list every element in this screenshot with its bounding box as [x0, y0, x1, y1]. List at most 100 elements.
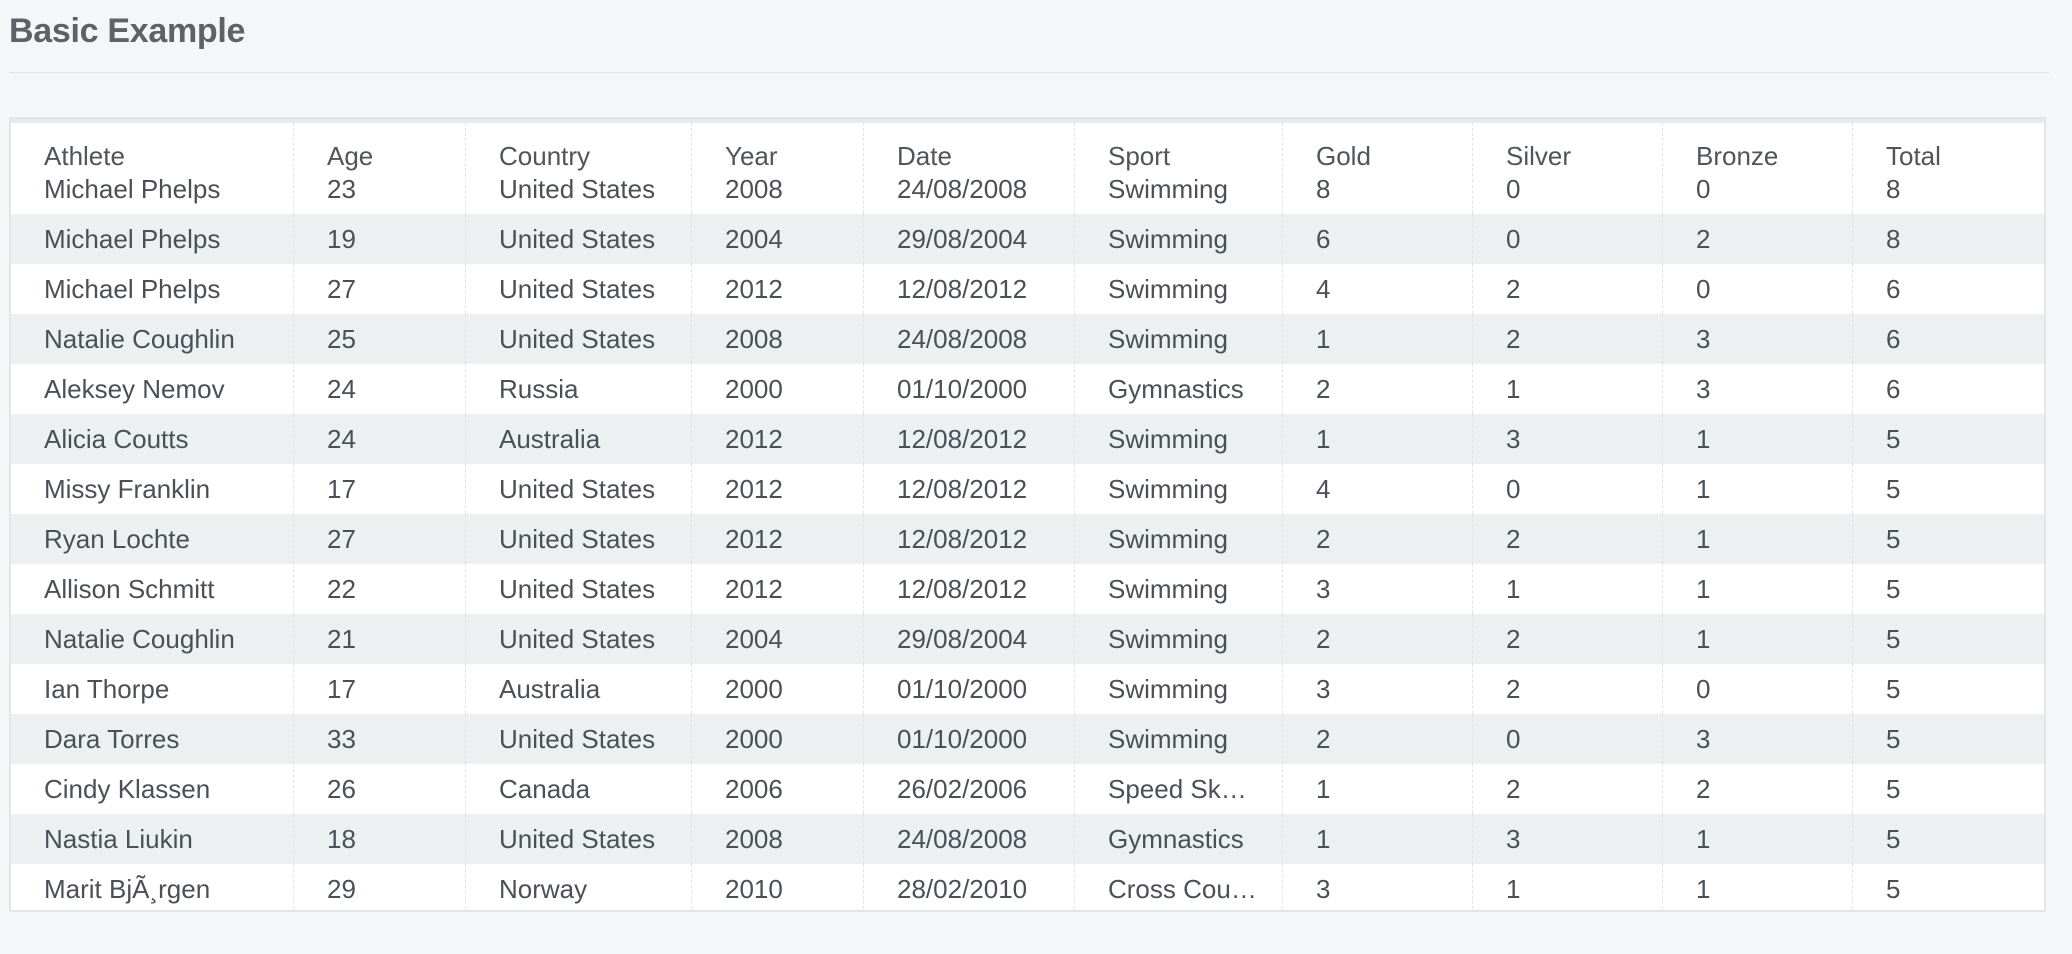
cell-gold[interactable]: 2 — [1283, 714, 1473, 764]
cell-sport[interactable]: Swimming — [1075, 314, 1283, 364]
cell-total[interactable]: 5 — [1853, 514, 2044, 564]
cell-year[interactable]: 2012 — [692, 464, 864, 514]
cell-sport[interactable]: Swimming — [1075, 714, 1283, 764]
column-header-date[interactable]: Date — [864, 123, 1075, 181]
cell-bronze[interactable]: 1 — [1663, 514, 1853, 564]
cell-date[interactable]: 24/08/2008 — [864, 177, 1075, 214]
cell-age[interactable]: 18 — [294, 814, 466, 864]
cell-silver[interactable]: 2 — [1473, 664, 1663, 714]
cell-year[interactable]: 2000 — [692, 664, 864, 714]
cell-date[interactable]: 24/08/2008 — [864, 314, 1075, 364]
cell-sport[interactable]: Swimming — [1075, 614, 1283, 664]
table-row[interactable]: Ian Thorpe 17 Australia 2000 01/10/2000 Swimm… — [11, 664, 2044, 714]
table-row[interactable]: Nastia Liukin 18 United States 2008 24/08/20… — [11, 814, 2044, 864]
table-row[interactable]: Allison Schmitt 22 United States 2012 12/08/… — [11, 564, 2044, 614]
cell-age[interactable]: 33 — [294, 714, 466, 764]
cell-age[interactable]: 21 — [294, 614, 466, 664]
cell-year[interactable]: 2010 — [692, 864, 864, 910]
cell-sport[interactable]: Swimming — [1075, 464, 1283, 514]
cell-date[interactable]: 01/10/2000 — [864, 664, 1075, 714]
cell-year[interactable]: 2008 — [692, 177, 864, 214]
cell-total[interactable]: 8 — [1853, 177, 2044, 214]
cell-sport[interactable]: Swimming — [1075, 514, 1283, 564]
cell-age[interactable]: 27 — [294, 514, 466, 564]
cell-sport[interactable]: Swimming — [1075, 414, 1283, 464]
cell-country[interactable]: United States — [466, 814, 692, 864]
cell-total[interactable]: 5 — [1853, 714, 2044, 764]
cell-bronze[interactable]: 2 — [1663, 764, 1853, 814]
cell-gold[interactable]: 1 — [1283, 414, 1473, 464]
cell-age[interactable]: 24 — [294, 364, 466, 414]
cell-country[interactable]: United States — [466, 614, 692, 664]
cell-bronze[interactable]: 1 — [1663, 814, 1853, 864]
cell-bronze[interactable]: 3 — [1663, 364, 1853, 414]
cell-date[interactable]: 29/08/2004 — [864, 214, 1075, 264]
cell-gold[interactable]: 2 — [1283, 364, 1473, 414]
table-row[interactable]: Marit BjÃ¸rgen 29 Norway 2010 28/02/2010 Cros… — [11, 864, 2044, 910]
cell-date[interactable]: 01/10/2000 — [864, 364, 1075, 414]
cell-date[interactable]: 24/08/2008 — [864, 814, 1075, 864]
cell-sport[interactable]: Swimming — [1075, 177, 1283, 214]
cell-bronze[interactable]: 3 — [1663, 314, 1853, 364]
cell-bronze[interactable]: 3 — [1663, 714, 1853, 764]
cell-age[interactable]: 17 — [294, 464, 466, 514]
cell-sport[interactable]: Cross Country Skiing — [1075, 864, 1283, 910]
cell-gold[interactable]: 2 — [1283, 514, 1473, 564]
cell-total[interactable]: 6 — [1853, 314, 2044, 364]
cell-country[interactable]: United States — [466, 714, 692, 764]
column-header-silver[interactable]: Silver — [1473, 123, 1663, 181]
cell-gold[interactable]: 4 — [1283, 464, 1473, 514]
cell-silver[interactable]: 2 — [1473, 314, 1663, 364]
cell-country[interactable]: Norway — [466, 864, 692, 910]
cell-gold[interactable]: 1 — [1283, 764, 1473, 814]
table-row[interactable]: Michael Phelps 27 United States 2012 12/08/2… — [11, 264, 2044, 314]
cell-bronze[interactable]: 0 — [1663, 177, 1853, 214]
cell-total[interactable]: 5 — [1853, 864, 2044, 910]
table-row[interactable]: Alicia Coutts 24 Australia 2012 12/08/2012 Sw… — [11, 414, 2044, 464]
cell-athlete[interactable]: Dara Torres — [11, 714, 294, 764]
cell-athlete[interactable]: Ryan Lochte — [11, 514, 294, 564]
cell-sport[interactable]: Swimming — [1075, 564, 1283, 614]
column-header-athlete[interactable]: Athlete — [11, 123, 294, 181]
cell-country[interactable]: United States — [466, 264, 692, 314]
cell-athlete[interactable]: Nastia Liukin — [11, 814, 294, 864]
cell-total[interactable]: 5 — [1853, 464, 2044, 514]
cell-date[interactable]: 12/08/2012 — [864, 564, 1075, 614]
cell-sport[interactable]: Gymnastics — [1075, 364, 1283, 414]
cell-date[interactable]: 12/08/2012 — [864, 264, 1075, 314]
cell-age[interactable]: 24 — [294, 414, 466, 464]
cell-athlete[interactable]: Ian Thorpe — [11, 664, 294, 714]
cell-gold[interactable]: 8 — [1283, 177, 1473, 214]
cell-country[interactable]: Canada — [466, 764, 692, 814]
cell-bronze[interactable]: 1 — [1663, 864, 1853, 910]
cell-silver[interactable]: 0 — [1473, 177, 1663, 214]
cell-bronze[interactable]: 0 — [1663, 264, 1853, 314]
cell-athlete[interactable]: Michael Phelps — [11, 264, 294, 314]
cell-year[interactable]: 2000 — [692, 714, 864, 764]
cell-athlete[interactable]: Marit BjÃ¸rgen — [11, 864, 294, 910]
cell-total[interactable]: 5 — [1853, 614, 2044, 664]
table-row[interactable]: Michael Phelps 19 United States 2004 29/08/2… — [11, 214, 2044, 264]
column-header-gold[interactable]: Gold — [1283, 123, 1473, 181]
cell-sport[interactable]: Gymnastics — [1075, 814, 1283, 864]
cell-sport[interactable]: Speed Skating — [1075, 764, 1283, 814]
cell-age[interactable]: 27 — [294, 264, 466, 314]
cell-athlete[interactable]: Aleksey Nemov — [11, 364, 294, 414]
cell-total[interactable]: 5 — [1853, 414, 2044, 464]
cell-year[interactable]: 2012 — [692, 264, 864, 314]
cell-year[interactable]: 2004 — [692, 214, 864, 264]
cell-silver[interactable]: 0 — [1473, 714, 1663, 764]
cell-gold[interactable]: 6 — [1283, 214, 1473, 264]
cell-athlete[interactable]: Missy Franklin — [11, 464, 294, 514]
cell-gold[interactable]: 3 — [1283, 564, 1473, 614]
cell-sport[interactable]: Swimming — [1075, 264, 1283, 314]
cell-country[interactable]: United States — [466, 314, 692, 364]
cell-year[interactable]: 2008 — [692, 314, 864, 364]
table-row[interactable]: Ryan Lochte 27 United States 2012 12/08/2012… — [11, 514, 2044, 564]
cell-age[interactable]: 26 — [294, 764, 466, 814]
cell-date[interactable]: 28/02/2010 — [864, 864, 1075, 910]
column-header-age[interactable]: Age — [294, 123, 466, 181]
cell-silver[interactable]: 3 — [1473, 414, 1663, 464]
cell-country[interactable]: Australia — [466, 414, 692, 464]
cell-gold[interactable]: 1 — [1283, 314, 1473, 364]
